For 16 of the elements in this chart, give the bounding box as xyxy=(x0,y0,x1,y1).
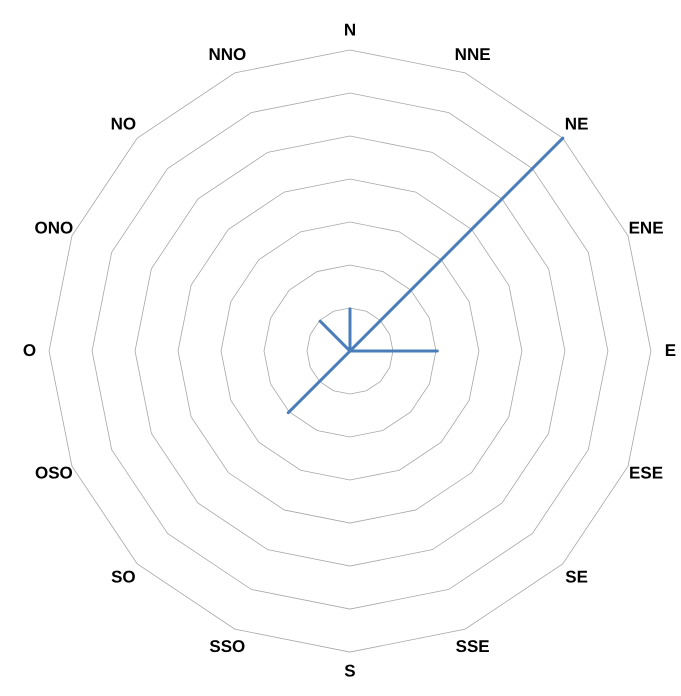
spoke-label: NNO xyxy=(208,44,246,64)
spoke-label: OSO xyxy=(34,464,73,483)
spoke-label: ONO xyxy=(34,218,74,238)
spoke-label: ENE xyxy=(628,218,664,238)
spoke-label: NE xyxy=(564,114,588,134)
spoke-label: ESE xyxy=(629,464,664,483)
spoke-label: SO xyxy=(111,568,136,587)
spoke-label: N xyxy=(344,20,356,40)
spoke-label: NO xyxy=(110,114,136,134)
spoke-label: SSE xyxy=(456,637,490,656)
spoke-label: SE xyxy=(565,568,588,587)
spoke-label: SSO xyxy=(209,637,246,656)
spoke-label: E xyxy=(664,341,676,360)
spoke-label: O xyxy=(22,341,36,360)
spoke-label: S xyxy=(344,662,356,681)
spoke-label: NNE xyxy=(454,44,491,64)
